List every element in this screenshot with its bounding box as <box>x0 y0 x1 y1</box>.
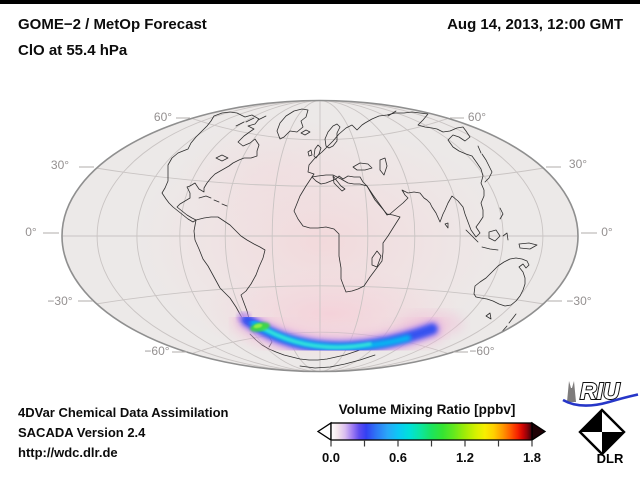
coast-tasmania <box>485 312 492 320</box>
coast-british-isles <box>307 144 322 159</box>
coast-eurasia <box>307 111 485 238</box>
coast-black-sea <box>352 162 373 171</box>
lat-label-left-m60: −60° <box>144 344 170 358</box>
coast-italy <box>332 175 346 192</box>
coast-madagascar <box>371 250 382 268</box>
lat-label-right-60: 60° <box>467 110 487 124</box>
coast-south-america <box>193 216 266 327</box>
colorbar-tick-label-1: 0.6 <box>389 450 407 465</box>
coast-greenland <box>276 108 309 140</box>
coast-new-guinea <box>518 242 538 250</box>
coast-caspian-sea <box>379 157 388 176</box>
colorbar-right-arrow-icon <box>531 421 547 442</box>
latitude-ticks <box>43 117 597 353</box>
page-subtitle: ClO at 55.4 hPa <box>18 42 128 59</box>
coast-north-america <box>161 111 260 223</box>
coast-great-lakes <box>215 154 229 162</box>
colorbar-tick-marks <box>330 440 533 447</box>
coast-africa <box>293 174 401 293</box>
colorbar-tick-label-3: 1.8 <box>523 450 541 465</box>
lat-label-right-m60: −60° <box>469 344 495 358</box>
coast-sulawesi <box>502 232 509 241</box>
lat-label-right-m30: −30° <box>566 294 592 308</box>
colorbar: Volume Mixing Ratio [ppbv] 0.0 0.6 1.2 1… <box>316 402 547 465</box>
clo-plume <box>232 305 464 363</box>
forecast-datetime: Aug 14, 2013, 12:00 GMT <box>447 16 623 33</box>
riu-swoosh-icon <box>562 393 639 407</box>
colorbar-tick-label-0: 0.0 <box>322 450 340 465</box>
lat-label-left-m30: −30° <box>47 294 73 308</box>
coast-scandinavia <box>324 123 341 149</box>
colorbar-gradient-bar <box>330 422 533 441</box>
riu-logo: RIU <box>562 377 639 407</box>
coast-philippines <box>499 207 504 220</box>
coast-sakhalin <box>477 145 482 154</box>
coast-iceland <box>300 129 311 136</box>
page-title: GOME−2 / MetOp Forecast <box>18 16 207 33</box>
dlr-logo: DLR <box>578 408 626 466</box>
cathedral-icon <box>567 381 576 402</box>
lat-label-left-60: 60° <box>153 110 173 124</box>
dlr-diamond-icon <box>578 408 626 456</box>
coast-japan <box>481 153 493 183</box>
top-black-bar <box>0 0 640 4</box>
coast-australia <box>473 257 530 307</box>
lat-label-left-0: 0° <box>25 225 37 239</box>
lat-label-right-0: 0° <box>601 225 613 239</box>
coast-sumatra-java <box>465 229 499 251</box>
coast-sri-lanka <box>444 222 449 229</box>
lat-label-left-30: 30° <box>50 158 70 172</box>
colorbar-left-arrow-icon <box>316 421 332 442</box>
coast-caribbean <box>198 195 228 207</box>
footer-version-label: SACADA Version 2.4 <box>18 425 146 440</box>
map-ellipse-border <box>61 99 579 373</box>
coast-borneo <box>488 229 501 242</box>
footer-assimilation-label: 4DVar Chemical Data Assimilation <box>18 405 229 420</box>
lat-label-right-30: 30° <box>568 157 588 171</box>
dlr-logo-label: DLR <box>597 451 624 466</box>
footer-url: http://wdc.dlr.de <box>18 445 118 460</box>
coast-arctic-islands <box>235 110 397 127</box>
colorbar-title: Volume Mixing Ratio [ppbv] <box>339 402 516 417</box>
colorbar-tick-label-2: 1.2 <box>456 450 474 465</box>
